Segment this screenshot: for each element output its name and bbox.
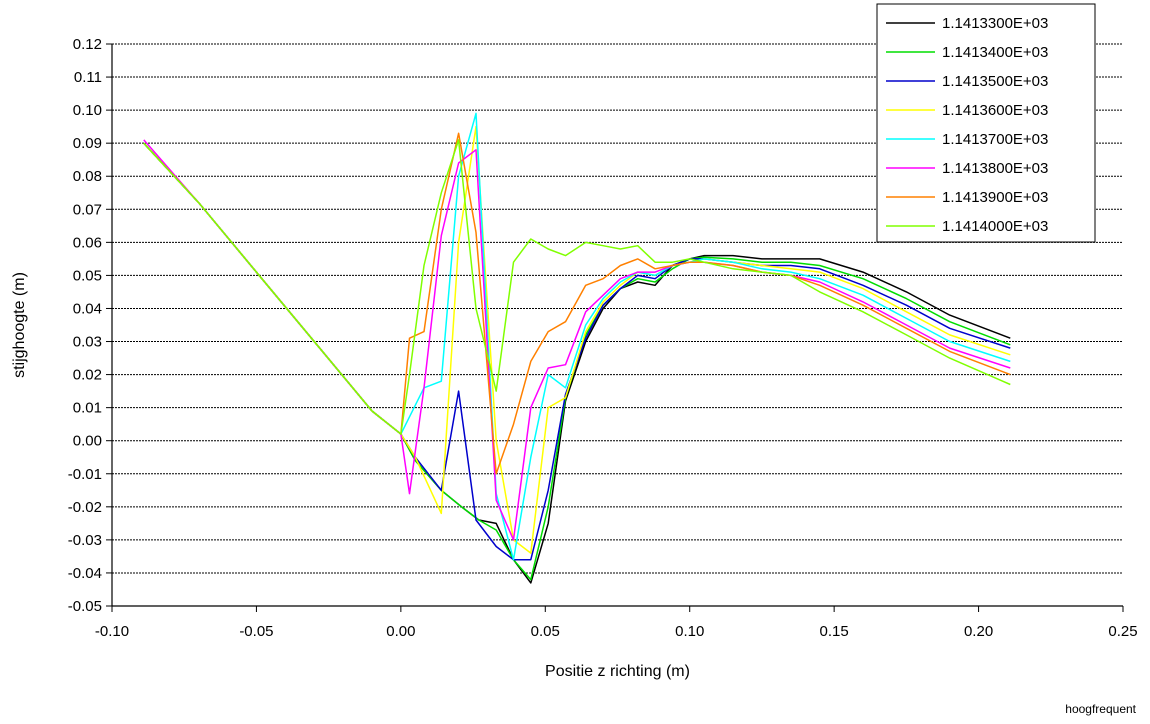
axes [106,43,1124,612]
y-tick-label: 0.09 [73,135,102,152]
x-tick-label: 0.10 [675,623,704,640]
y-tick-label: -0.04 [68,565,102,582]
x-axis-title: Positie z richting (m) [545,663,690,680]
y-tick-label: -0.01 [68,466,102,483]
y-tick-label: 0.05 [73,267,102,284]
y-tick-labels: -0.05 -0.04 -0.03 -0.02 -0.01 0.00 0.01 0.02 0.0… [68,36,102,615]
y-tick-label: 0.07 [73,201,102,218]
y-tick-label: 0.12 [73,36,102,53]
x-tick-label: 0.15 [820,623,849,640]
grid-lines [112,43,1123,574]
y-tick-label: 0.01 [73,400,102,417]
x-tick-label: -0.05 [239,623,273,640]
legend-entry: 1.1413700E+03 [942,131,1048,148]
y-axis-title: stijghoogte (m) [11,272,28,378]
legend-entry: 1.1413500E+03 [942,73,1048,90]
legend-entry: 1.1413300E+03 [942,15,1048,32]
series-line [143,139,1011,435]
y-tick-label: -0.03 [68,532,102,549]
x-tick-label: 0.25 [1108,623,1137,640]
y-tick-label: 0.02 [73,367,102,384]
plot-series [143,112,1011,584]
y-tick-label: 0.00 [73,433,102,450]
y-tick-label: 0.04 [73,300,102,317]
y-tick-label: 0.11 [74,69,102,86]
x-tick-label: 0.20 [964,623,993,640]
y-tick-label: -0.02 [68,499,102,516]
legend: 1.1413300E+03 1.1413400E+03 1.1413500E+03 1… [876,3,1096,243]
y-tick-label: -0.05 [68,598,102,615]
legend-entry: 1.1413400E+03 [942,44,1048,61]
legend-box [876,3,1096,243]
legend-entry: 1.1413600E+03 [942,102,1048,119]
legend-entry: 1.1414000E+03 [942,218,1048,235]
y-tick-label: 0.10 [73,102,102,119]
y-tick-label: 0.03 [73,334,102,351]
x-tick-labels: -0.10 -0.05 0.00 0.05 0.10 0.15 0.20 0.25 [95,623,1138,640]
y-tick-label: 0.08 [73,168,102,185]
legend-entry: 1.1413800E+03 [942,160,1048,177]
footer-note: hoogfrequent [1065,702,1136,716]
legend-entry: 1.1413900E+03 [942,189,1048,206]
x-tick-label: 0.00 [386,623,415,640]
x-tick-label: -0.10 [95,623,129,640]
x-tick-label: 0.05 [531,623,560,640]
y-tick-label: 0.06 [73,234,102,251]
